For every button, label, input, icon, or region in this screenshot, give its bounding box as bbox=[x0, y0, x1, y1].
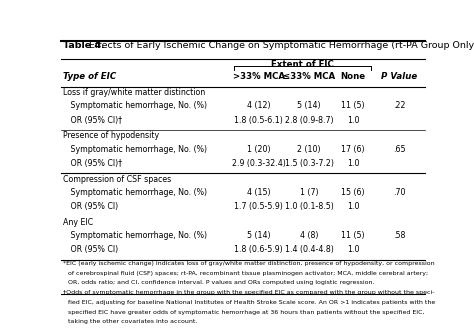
Text: 1.8 (0.5-6.1): 1.8 (0.5-6.1) bbox=[234, 116, 283, 125]
Text: None: None bbox=[340, 72, 366, 81]
Text: Symptomatic hemorrhage, No. (%): Symptomatic hemorrhage, No. (%) bbox=[63, 145, 207, 154]
Text: OR (95% CI): OR (95% CI) bbox=[63, 245, 118, 254]
Text: specified EIC have greater odds of symptomatic hemorrhage at 36 hours than patie: specified EIC have greater odds of sympt… bbox=[68, 309, 424, 314]
Text: 1.4 (0.4-4.8): 1.4 (0.4-4.8) bbox=[285, 245, 333, 254]
Text: Symptomatic hemorrhage, No. (%): Symptomatic hemorrhage, No. (%) bbox=[63, 231, 207, 240]
Text: 1.0: 1.0 bbox=[347, 202, 359, 211]
Text: Any EIC: Any EIC bbox=[63, 218, 93, 227]
Text: Symptomatic hemorrhage, No. (%): Symptomatic hemorrhage, No. (%) bbox=[63, 188, 207, 197]
Text: P Value: P Value bbox=[381, 72, 417, 81]
Text: OR (95% CI): OR (95% CI) bbox=[63, 202, 118, 211]
Text: Table 4.: Table 4. bbox=[63, 42, 105, 50]
Text: taking the other covariates into account.: taking the other covariates into account… bbox=[68, 319, 197, 324]
Text: 2 (10): 2 (10) bbox=[297, 145, 321, 154]
Text: .70: .70 bbox=[393, 188, 405, 197]
Text: 1.0: 1.0 bbox=[347, 116, 359, 125]
Text: >33% MCA: >33% MCA bbox=[233, 72, 284, 81]
Text: Compression of CSF spaces: Compression of CSF spaces bbox=[63, 175, 171, 184]
Text: 1 (20): 1 (20) bbox=[247, 145, 270, 154]
Text: OR (95% CI)†: OR (95% CI)† bbox=[63, 116, 122, 125]
Text: fied EIC, adjusting for baseline National Institutes of Health Stroke Scale scor: fied EIC, adjusting for baseline Nationa… bbox=[68, 300, 435, 305]
Text: 2.9 (0.3-32.4): 2.9 (0.3-32.4) bbox=[232, 159, 285, 168]
Text: OR (95% CI)†: OR (95% CI)† bbox=[63, 159, 122, 168]
Text: .22: .22 bbox=[393, 102, 405, 111]
Text: 11 (5): 11 (5) bbox=[341, 231, 365, 240]
Text: 11 (5): 11 (5) bbox=[341, 102, 365, 111]
Text: .58: .58 bbox=[393, 231, 405, 240]
Text: 1.5 (0.3-7.2): 1.5 (0.3-7.2) bbox=[284, 159, 334, 168]
Text: 1.0: 1.0 bbox=[347, 159, 359, 168]
Text: 1.0: 1.0 bbox=[347, 245, 359, 254]
Text: 5 (14): 5 (14) bbox=[297, 102, 321, 111]
Text: *EIC (early ischemic change) indicates loss of gray/white matter distinction, pr: *EIC (early ischemic change) indicates l… bbox=[63, 261, 435, 266]
Text: Type of EIC: Type of EIC bbox=[63, 72, 116, 81]
Text: Loss if gray/white matter distinction: Loss if gray/white matter distinction bbox=[63, 88, 205, 97]
Text: .65: .65 bbox=[393, 145, 405, 154]
Text: 1.8 (0.6-5.9): 1.8 (0.6-5.9) bbox=[234, 245, 283, 254]
Text: †Odds of symptomatic hemorrhage in the group with the specified EIC as compared : †Odds of symptomatic hemorrhage in the g… bbox=[63, 290, 435, 295]
Text: Effects of Early Ischemic Change on Symptomatic Hemorrhage (rt-PA Group Only)*: Effects of Early Ischemic Change on Symp… bbox=[86, 42, 474, 50]
Text: 15 (6): 15 (6) bbox=[341, 188, 365, 197]
Text: 1.7 (0.5-5.9): 1.7 (0.5-5.9) bbox=[234, 202, 283, 211]
Text: Symptomatic hemorrhage, No. (%): Symptomatic hemorrhage, No. (%) bbox=[63, 102, 207, 111]
Text: 2.8 (0.9-8.7): 2.8 (0.9-8.7) bbox=[285, 116, 333, 125]
Text: 4 (12): 4 (12) bbox=[247, 102, 270, 111]
Text: of cerebrospinal fluid (CSF) spaces; rt-PA, recombinant tissue plasminogen activ: of cerebrospinal fluid (CSF) spaces; rt-… bbox=[68, 271, 428, 276]
Text: 4 (15): 4 (15) bbox=[247, 188, 270, 197]
Text: OR, odds ratio; and CI, confidence interval. P values and ORs computed using log: OR, odds ratio; and CI, confidence inter… bbox=[68, 281, 374, 286]
Text: Extent of EIC: Extent of EIC bbox=[271, 60, 334, 69]
Text: 17 (6): 17 (6) bbox=[341, 145, 365, 154]
Text: ≤33% MCA: ≤33% MCA bbox=[283, 72, 335, 81]
Text: 1.0 (0.1-8.5): 1.0 (0.1-8.5) bbox=[285, 202, 333, 211]
Text: 4 (8): 4 (8) bbox=[300, 231, 318, 240]
Text: 5 (14): 5 (14) bbox=[247, 231, 270, 240]
Text: Presence of hypodensity: Presence of hypodensity bbox=[63, 131, 159, 140]
Text: 1 (7): 1 (7) bbox=[300, 188, 319, 197]
